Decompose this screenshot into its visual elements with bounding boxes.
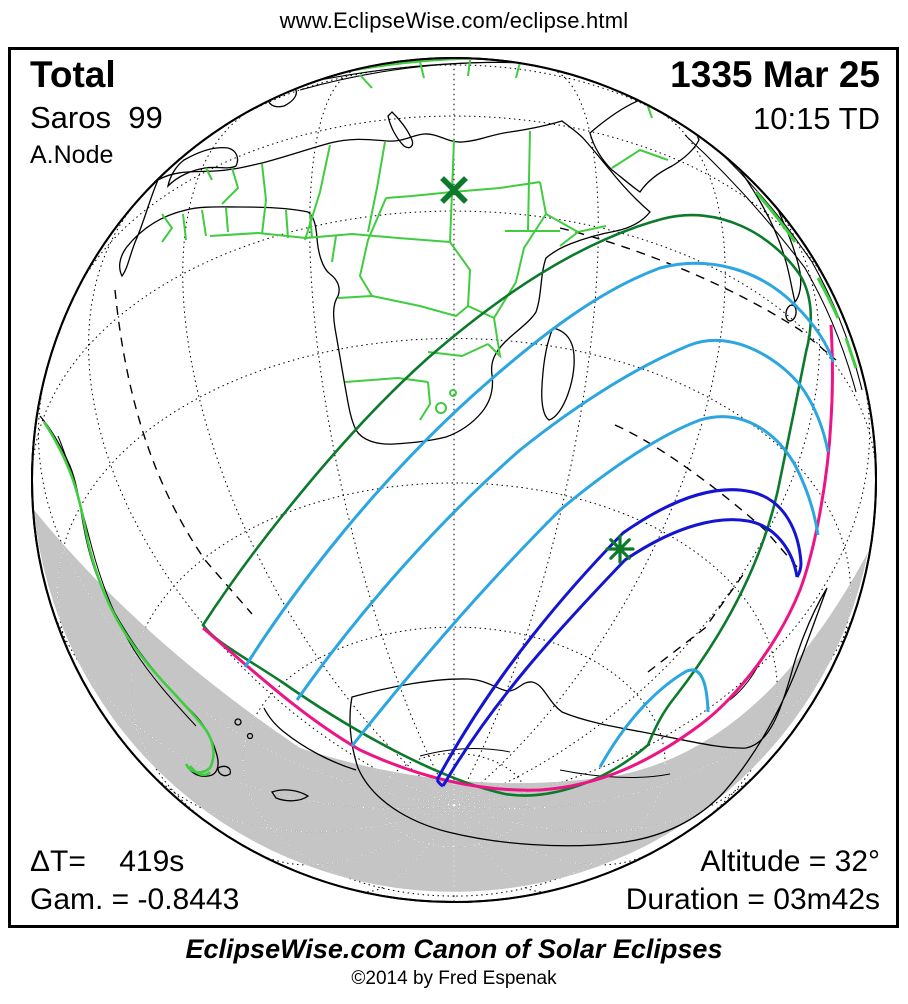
contact-time-curves bbox=[243, 261, 835, 768]
falkland-islands bbox=[217, 765, 232, 777]
antarctic-island bbox=[246, 732, 254, 740]
sri-lanka-coast bbox=[785, 304, 797, 322]
south-georgia bbox=[270, 789, 310, 802]
graticule-line bbox=[87, 200, 455, 806]
node-label: A.Node bbox=[30, 141, 114, 169]
graticule-line bbox=[143, 766, 455, 833]
eclipse-type-label: Total bbox=[30, 54, 116, 95]
eclipse-time: 10:15 TD bbox=[753, 101, 880, 136]
graticule-line bbox=[380, 753, 528, 848]
sunrise-sunset-curve bbox=[202, 324, 834, 792]
sub-solar-point-marker bbox=[440, 176, 468, 204]
duration-line: Duration = 03m42s bbox=[625, 883, 880, 916]
saros-label: Saros 99 bbox=[30, 100, 163, 135]
ne-limb-coast bbox=[684, 134, 857, 393]
ice-shelf-line bbox=[559, 769, 671, 778]
graticule-line bbox=[453, 200, 821, 806]
header-url: www.EclipseWise.com/eclipse.html bbox=[279, 8, 629, 33]
antarctic-island bbox=[234, 718, 242, 726]
footer-copyright: ©2014 by Fred Espenak bbox=[351, 968, 557, 989]
umbral-west-cap bbox=[435, 779, 444, 788]
umbral-north-limit bbox=[435, 488, 803, 781]
greatest-eclipse-star-marker bbox=[605, 534, 635, 564]
umbral-path bbox=[435, 488, 803, 788]
antarctic-peninsula bbox=[263, 707, 357, 771]
dashed-guide-lines bbox=[114, 227, 837, 673]
graticule-line bbox=[130, 510, 778, 833]
graticule-line bbox=[221, 64, 687, 129]
italy-coast bbox=[387, 111, 414, 149]
umbral-east-cap bbox=[795, 562, 803, 578]
penumbral-limit-curve bbox=[201, 213, 813, 797]
antarctica-coast bbox=[349, 587, 828, 847]
madagascar-coast bbox=[541, 327, 575, 421]
africa-coast bbox=[119, 120, 651, 445]
eclipse-date: 1335 Mar 25 bbox=[670, 54, 880, 95]
umbral-south-limit bbox=[441, 518, 799, 787]
graticule-line bbox=[37, 510, 455, 806]
night-shading bbox=[34, 510, 868, 892]
graticule-line bbox=[309, 68, 455, 806]
gamma-line: Gam. = -0.8443 bbox=[30, 883, 240, 916]
eclipse-curves bbox=[201, 213, 835, 797]
graticule-line bbox=[453, 68, 599, 806]
graticule-line bbox=[453, 366, 871, 806]
globe-limb-outline bbox=[31, 57, 877, 903]
footer-title: EclipseWise.com Canon of Solar Eclipses bbox=[185, 934, 723, 964]
graticule-line bbox=[453, 766, 765, 833]
iberia-coast bbox=[166, 146, 239, 188]
delta-t-line: ΔT= 419s bbox=[30, 845, 185, 878]
altitude-line: Altitude = 32° bbox=[700, 845, 880, 878]
